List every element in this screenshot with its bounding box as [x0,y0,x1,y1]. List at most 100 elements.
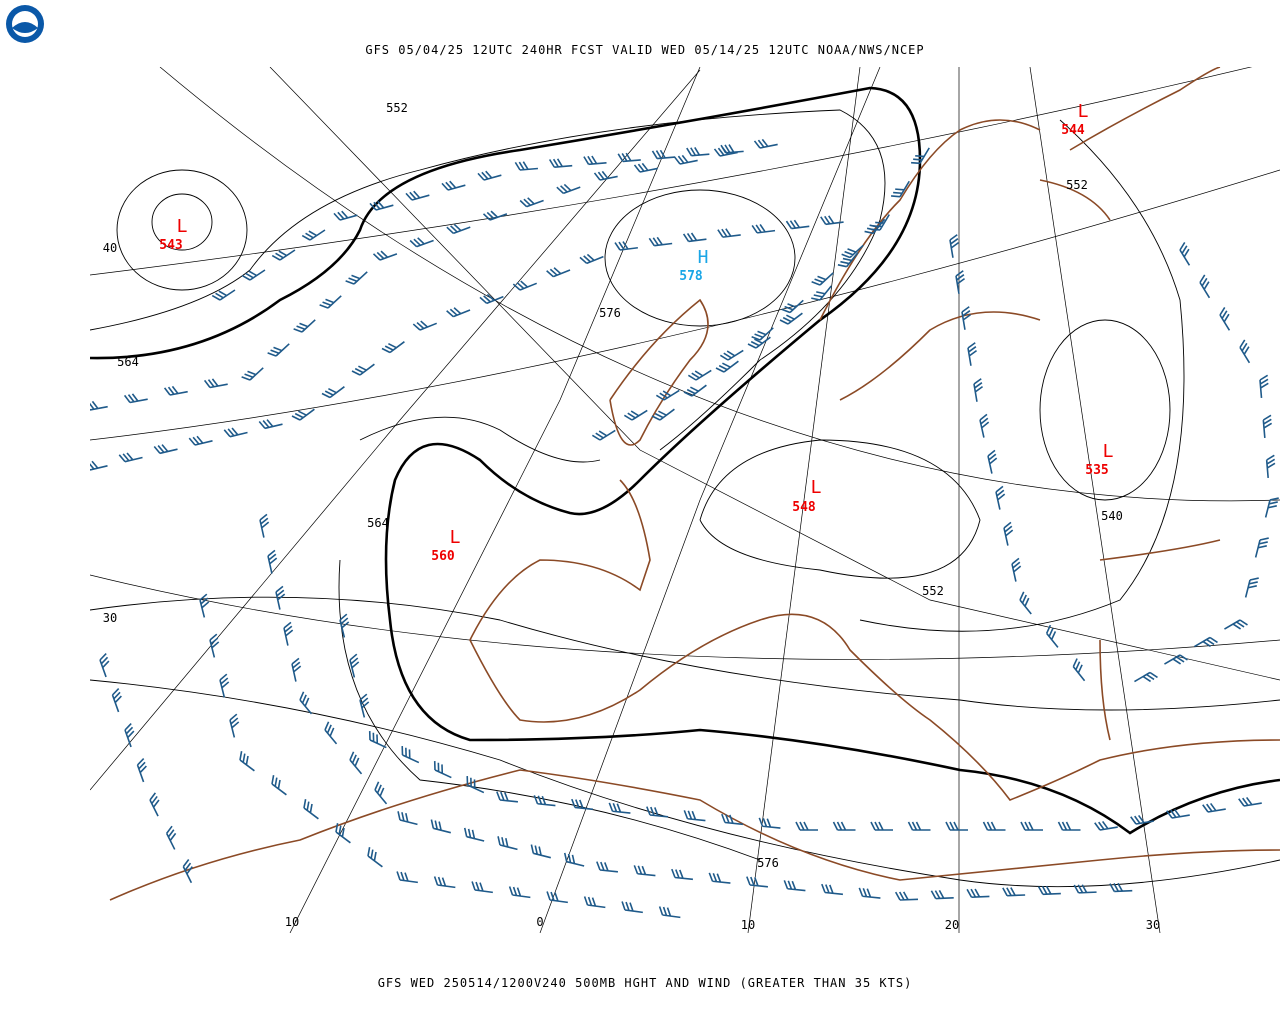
wind-barb [982,821,1006,831]
wind-barb [369,200,394,211]
wind-barb [199,593,210,618]
wind-barb [482,210,508,221]
wind-barb [966,888,990,898]
wind-barb [596,861,618,873]
wind-barb [381,341,405,354]
wind-barb [319,295,342,309]
system-letter: L [450,527,461,548]
wind-barb [479,293,504,305]
wind-barb [530,844,551,859]
wind-barbs [90,138,1279,919]
wind-barb [841,244,864,259]
longitude-label: 10 [741,918,755,932]
wind-barb [623,409,648,421]
contour-label: 576 [599,306,621,320]
wind-barb [563,852,585,867]
longitude-label: 30 [1146,918,1160,932]
wind-barb [368,731,387,749]
wind-barb [651,408,675,421]
wind-barb [396,871,418,884]
wind-barb [271,775,287,796]
wind-barb [1194,636,1218,648]
wind-barb [1057,821,1081,831]
wind-barb [359,693,370,718]
wind-barb [633,865,656,877]
wind-barb [333,210,358,221]
wind-barb [832,821,856,831]
graticule [90,67,1280,933]
wind-barb [405,190,430,201]
wind-barb [651,149,676,160]
wind-barb [646,806,668,818]
wind-barb [372,250,398,261]
contour-label: 552 [386,101,408,115]
wind-barb [995,485,1006,510]
wind-barb [303,799,319,820]
wind-barb [1265,454,1276,479]
wind-barb [546,891,568,904]
wind-barb [967,342,978,366]
wind-barb [477,170,502,181]
wind-barb [275,585,286,610]
contour-label: 564 [367,516,389,530]
wind-barb [1262,414,1273,439]
wind-barb [785,219,810,230]
wind-barb [614,241,638,251]
wind-barb [267,549,278,574]
wind-barb [682,232,707,243]
wind-barb [1238,796,1262,807]
wind-barb [219,673,230,698]
wind-barb [90,460,108,471]
system-letter: H [698,247,709,268]
wind-barb [820,215,844,226]
wind-barb [795,821,818,831]
wind-barb [258,419,283,430]
wind-barb [229,713,240,738]
noaa-logo [6,5,44,43]
wind-barb [367,847,383,868]
wind-barb [1134,671,1158,683]
wind-barb [349,653,360,678]
system-value: 578 [679,269,703,284]
wind-barb [118,452,143,463]
system-value: 544 [1061,123,1085,138]
wind-barb [1011,557,1022,582]
system-letter: L [1103,441,1114,462]
wind-barb [1019,591,1032,615]
wind-barb [719,349,744,361]
wind-barb [1020,821,1043,831]
wind-barb [471,881,493,894]
wind-barb [717,228,741,238]
wind-barb [871,214,890,231]
contour-label: 552 [922,584,944,598]
wind-barb [430,819,451,834]
wind-barb [864,218,886,235]
wind-barb [720,144,744,154]
wind-barb [123,393,148,404]
wind-barb [894,891,919,901]
height-contours [90,86,1280,888]
wind-barb [987,449,998,474]
wind-barb [715,360,739,373]
wind-barb [149,792,160,817]
wind-barb [779,312,803,325]
wind-barb [259,513,270,538]
wind-barb [673,154,698,165]
wind-barb [1037,885,1061,896]
wind-barb [209,633,220,658]
contour-label: 564 [117,355,139,369]
wind-barb [961,306,972,330]
longitude-label: 10 [285,915,299,929]
wind-barb [837,252,859,268]
wind-barb [617,152,641,163]
wind-barb [945,821,968,831]
wind-barb [1239,339,1251,364]
wind-barb [321,386,345,399]
wind-barb [1254,537,1269,558]
wind-barb [1109,882,1133,893]
wind-barb [1045,624,1059,648]
wind-barb [1224,619,1248,630]
wind-barb [335,823,351,844]
wind-barb [751,223,776,234]
